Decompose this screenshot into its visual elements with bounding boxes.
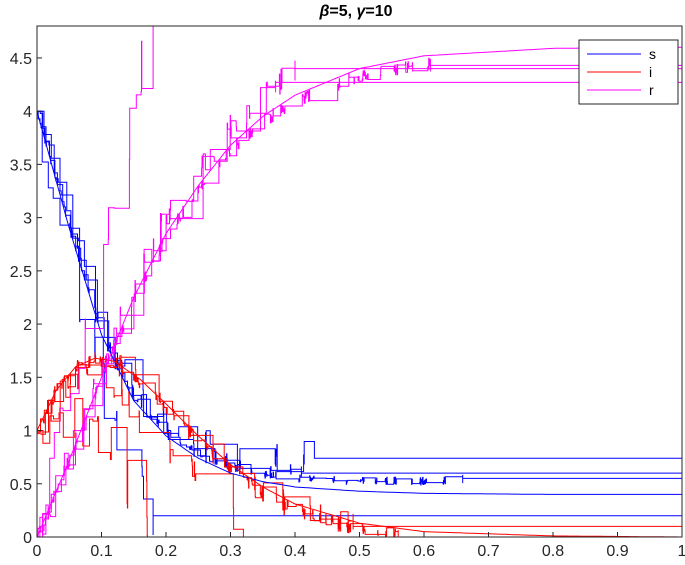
y-tick-label: 3.5 (10, 157, 32, 174)
legend-label-i: i (649, 64, 652, 80)
y-tick-label: 2.5 (10, 264, 32, 281)
y-tick-label: 3 (23, 211, 32, 228)
y-tick-label: 2 (23, 317, 32, 334)
legend-label-s: s (649, 46, 656, 62)
y-tick-label: 4.5 (10, 51, 32, 68)
title-beta-value: =5, (329, 3, 356, 20)
x-tick-label: 0 (33, 543, 42, 560)
x-tick-label: 0.1 (90, 543, 112, 560)
x-tick-label: 0.5 (348, 543, 370, 560)
x-axis: 0 0.1 0.2 0.3 0.4 0.5 0.6 0.7 0.8 0.9 1 (33, 532, 685, 560)
series-r-simulation-line (37, 57, 682, 537)
series-i-simulation-line (37, 398, 682, 537)
y-tick-label: 4 (23, 104, 32, 121)
x-tick-label: 0.9 (606, 543, 628, 560)
series-i-deterministic-line (37, 357, 682, 537)
x-tick-label: 0.4 (284, 543, 306, 560)
title-gamma-symbol: γ (357, 3, 367, 20)
series-r-deterministic-line (37, 46, 682, 537)
series-i-simulation-line (37, 355, 682, 532)
y-axis: 0 0.5 1 1.5 2 2.5 3 3.5 4 4.5 (10, 51, 42, 547)
y-tick-label: 1 (23, 424, 32, 441)
x-tick-label: 0.2 (155, 543, 177, 560)
x-tick-label: 0.7 (477, 543, 499, 560)
x-tick-label: 0.3 (219, 543, 241, 560)
x-tick-label: 0.8 (542, 543, 564, 560)
chart-title: β=5, γ=10 (318, 3, 392, 20)
series-s-simulation-line (37, 110, 682, 473)
legend-label-r: r (649, 82, 654, 98)
series-r-simulation-line (37, 26, 682, 537)
series-i-simulation-line (37, 362, 682, 537)
y-tick-label: 1.5 (10, 370, 32, 387)
x-tick-label: 1 (678, 543, 685, 560)
series-layer (37, 26, 682, 537)
title-gamma-value: =10 (365, 3, 392, 20)
series-r-simulation-line (37, 60, 682, 537)
series-s-simulation-line (37, 110, 682, 478)
series-s-simulation-line (37, 110, 682, 535)
x-tick-label: 0.6 (413, 543, 435, 560)
y-tick-label: 0 (23, 530, 32, 547)
title-beta-symbol: β (318, 3, 329, 20)
y-tick-label: 0.5 (10, 477, 32, 494)
series-s-deterministic-line (37, 111, 682, 495)
legend: sir (578, 39, 679, 105)
